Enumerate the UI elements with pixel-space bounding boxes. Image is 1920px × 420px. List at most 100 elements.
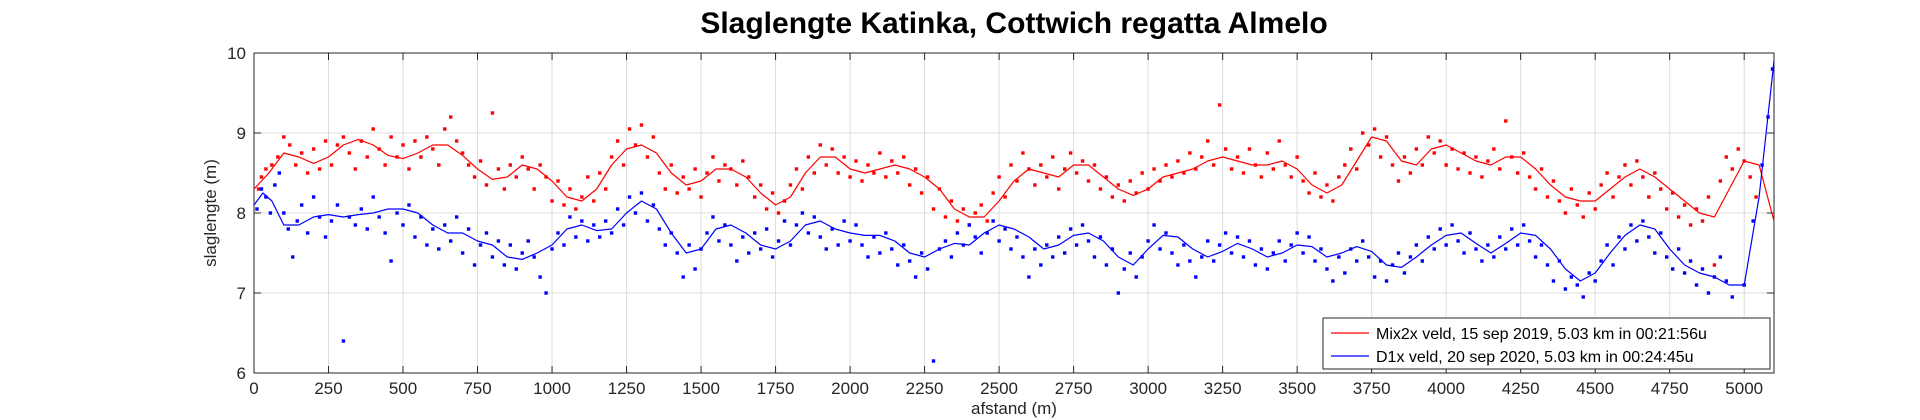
data-point-d1x (1581, 295, 1585, 299)
data-point-mix2x (1515, 171, 1520, 175)
data-point-mix2x (514, 175, 518, 179)
data-point-mix2x (1325, 183, 1329, 187)
data-point-mix2x (1718, 179, 1723, 183)
y-axis-label: slaglengte (m) (201, 159, 220, 267)
data-point-mix2x (1223, 147, 1228, 151)
data-point-d1x (1283, 259, 1287, 263)
data-point-mix2x (723, 163, 727, 167)
data-point-d1x (1366, 255, 1371, 259)
data-point-mix2x (1736, 147, 1740, 151)
legend[interactable]: Mix2x veld, 15 sep 2019, 5.03 km in 00:2… (1322, 317, 1771, 370)
data-point-mix2x (1599, 183, 1603, 187)
data-point-mix2x (323, 139, 328, 143)
data-point-d1x (1003, 227, 1007, 231)
data-point-d1x (1146, 239, 1150, 243)
data-point-d1x (449, 239, 453, 243)
data-point-mix2x (1498, 167, 1502, 171)
data-point-d1x (603, 219, 608, 223)
data-point-d1x (866, 255, 870, 259)
data-point-d1x (1770, 67, 1775, 71)
data-point-d1x (259, 187, 264, 191)
data-point-d1x (490, 255, 495, 259)
data-point-mix2x (478, 159, 483, 163)
data-point-mix2x (1724, 155, 1729, 159)
data-point-d1x (1694, 283, 1699, 287)
data-point-mix2x (1134, 191, 1138, 195)
data-point-d1x (425, 243, 429, 247)
x-tick-label: 4000 (1427, 379, 1465, 398)
data-point-mix2x (1730, 167, 1734, 171)
data-point-d1x (1337, 255, 1341, 259)
data-point-mix2x (955, 219, 960, 223)
data-point-mix2x (1402, 155, 1407, 159)
data-point-mix2x (1575, 203, 1579, 207)
data-point-d1x (973, 235, 977, 239)
data-point-mix2x (997, 175, 1001, 179)
data-point-d1x (782, 219, 787, 223)
data-point-d1x (1188, 259, 1192, 263)
data-point-d1x (1361, 239, 1365, 243)
data-point-d1x (323, 235, 328, 239)
y-tick-label: 10 (227, 44, 246, 63)
data-point-mix2x (1748, 175, 1752, 179)
data-point-mix2x (1319, 195, 1323, 199)
data-point-mix2x (490, 111, 495, 115)
axis-ticks: 0 250 500 750 1000 1250 1500 1750 2000 2250 2500 27… (227, 44, 1774, 398)
data-point-d1x (627, 195, 632, 199)
x-tick-label: 4500 (1576, 379, 1614, 398)
data-point-d1x (1158, 247, 1162, 251)
data-point-mix2x (264, 167, 268, 171)
data-point-mix2x (1492, 147, 1496, 151)
data-point-mix2x (1057, 187, 1061, 191)
data-point-mix2x (520, 155, 524, 159)
data-point-d1x (286, 227, 290, 231)
data-point-mix2x (1629, 183, 1633, 187)
data-point-d1x (466, 227, 471, 231)
data-point-mix2x (1635, 159, 1639, 163)
data-point-mix2x (1569, 187, 1574, 191)
trend-line-d1x (253, 60, 1775, 286)
data-point-mix2x (1289, 175, 1293, 179)
data-point-mix2x (1074, 171, 1079, 175)
data-point-d1x (598, 235, 602, 239)
data-point-mix2x (449, 115, 453, 119)
data-point-d1x (1396, 251, 1401, 255)
data-point-mix2x (562, 203, 566, 207)
data-point-d1x (1676, 247, 1681, 251)
data-point-mix2x (872, 171, 876, 175)
data-point-d1x (1355, 259, 1359, 263)
data-point-mix2x (1235, 155, 1240, 159)
data-point-mix2x (878, 151, 882, 155)
data-point-mix2x (1581, 215, 1585, 219)
data-point-mix2x (1009, 163, 1013, 167)
data-point-mix2x (782, 199, 787, 203)
data-point-mix2x (1176, 159, 1180, 163)
data-point-mix2x (884, 175, 888, 179)
data-point-mix2x (848, 175, 852, 179)
data-point-mix2x (532, 187, 536, 191)
data-point-mix2x (866, 163, 870, 167)
data-point-d1x (1217, 243, 1222, 247)
data-point-mix2x (836, 171, 840, 175)
data-point-mix2x (580, 195, 584, 199)
data-point-d1x (1301, 251, 1305, 255)
data-point-d1x (735, 259, 739, 263)
legend-label-d1x: D1x veld, 20 sep 2020, 5.03 km in 00:24:… (1376, 349, 1694, 366)
data-point-d1x (1313, 259, 1317, 263)
data-point-d1x (1289, 243, 1293, 247)
data-point-d1x (484, 231, 489, 235)
data-point-d1x (1575, 283, 1579, 287)
data-point-mix2x (317, 167, 322, 171)
data-point-d1x (1253, 263, 1258, 267)
data-point-mix2x (824, 163, 828, 167)
data-point-d1x (1295, 231, 1299, 235)
data-point-d1x (1724, 279, 1729, 283)
data-point-mix2x (1527, 175, 1532, 179)
data-point-d1x (1378, 259, 1383, 263)
data-point-mix2x (770, 191, 775, 195)
data-point-d1x (1331, 279, 1335, 283)
data-point-d1x (711, 215, 715, 219)
data-point-mix2x (1092, 163, 1097, 167)
data-point-d1x (1062, 251, 1067, 255)
